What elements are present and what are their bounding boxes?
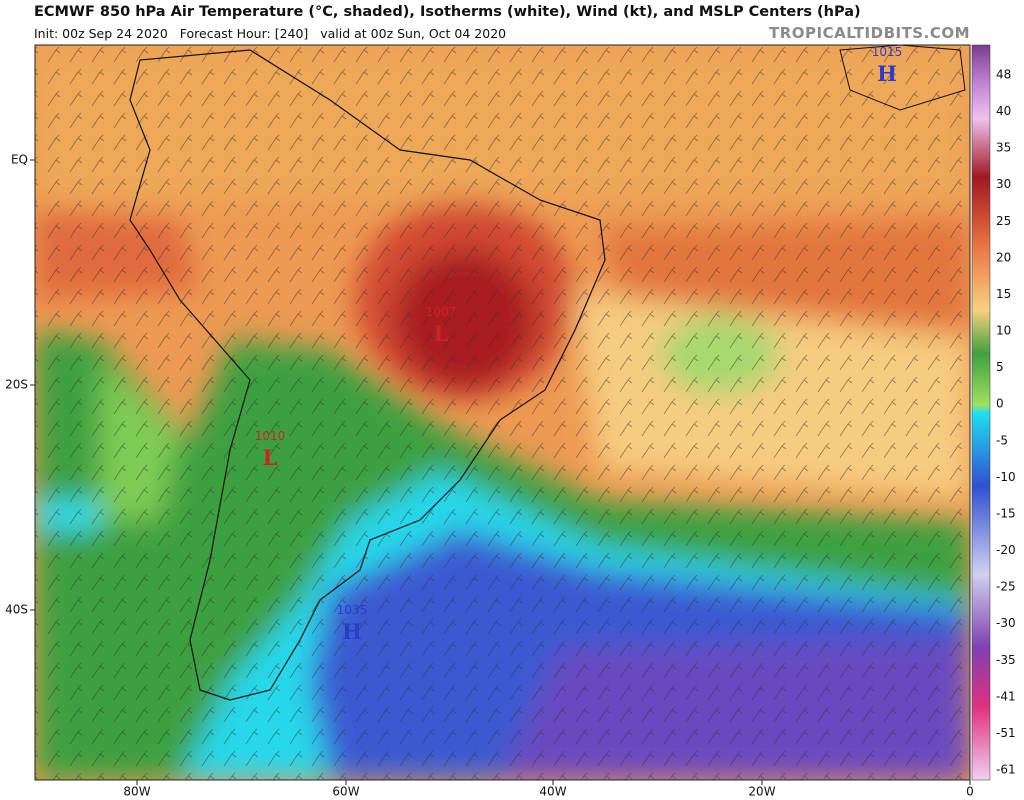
pressure-value: 1007 (426, 305, 457, 319)
colorbar-label: 35 (996, 141, 1011, 155)
colorbar-label: -30 (996, 616, 1016, 630)
lon-label: 40W (539, 785, 566, 799)
pressure-symbol: L (434, 321, 449, 346)
colorbar-label: 5 (996, 360, 1004, 374)
pressure-value: 1015 (872, 45, 903, 59)
colorbar-label: 20 (996, 250, 1011, 264)
colorbar-label: -41 (996, 689, 1016, 703)
colorbar-label: 48 (996, 68, 1011, 82)
pressure-value: 1010 (255, 429, 286, 443)
subtitle: Init: 00z Sep 24 2020 Forecast Hour: [24… (34, 26, 507, 41)
colorbar-label: -51 (996, 726, 1016, 740)
colorbar-label: 15 (996, 287, 1011, 301)
colorbar-label: 30 (996, 177, 1011, 191)
colorbar-label: -15 (996, 506, 1016, 520)
lat-label: EQ (11, 153, 28, 167)
colorbar-label: -61 (996, 763, 1016, 777)
map-frame (34, 44, 971, 781)
colorbar-label: 10 (996, 324, 1011, 338)
coastline (129, 49, 606, 701)
colorbar-label: -35 (996, 653, 1016, 667)
lat-label: 40S (5, 603, 28, 617)
colorbar-label: -20 (996, 543, 1016, 557)
lat-label: 20S (5, 378, 28, 392)
pressure-symbol: H (342, 619, 362, 644)
title: ECMWF 850 hPa Air Temperature (°C, shade… (34, 4, 861, 20)
lon-label: 0 (966, 785, 974, 799)
pressure-symbol: H (877, 61, 897, 86)
colorbar-label: 40 (996, 104, 1011, 118)
lon-label: 80W (123, 785, 150, 799)
colorbar-label: -10 (996, 470, 1016, 484)
lon-label: 60W (332, 785, 359, 799)
temperature-field (35, 45, 970, 780)
colorbar-label: -25 (996, 580, 1016, 594)
pressure-symbol: L (263, 445, 278, 470)
colorbar-label: 0 (996, 397, 1004, 411)
lon-label: 20W (748, 785, 775, 799)
pressure-value: 1035 (337, 603, 368, 617)
coastline-africa (839, 45, 966, 111)
colorbar-label: -5 (996, 433, 1008, 447)
site-credit: TROPICALTIDBITS.COM (769, 24, 970, 42)
colorbar-label: 25 (996, 214, 1011, 228)
colorbar (971, 44, 991, 781)
